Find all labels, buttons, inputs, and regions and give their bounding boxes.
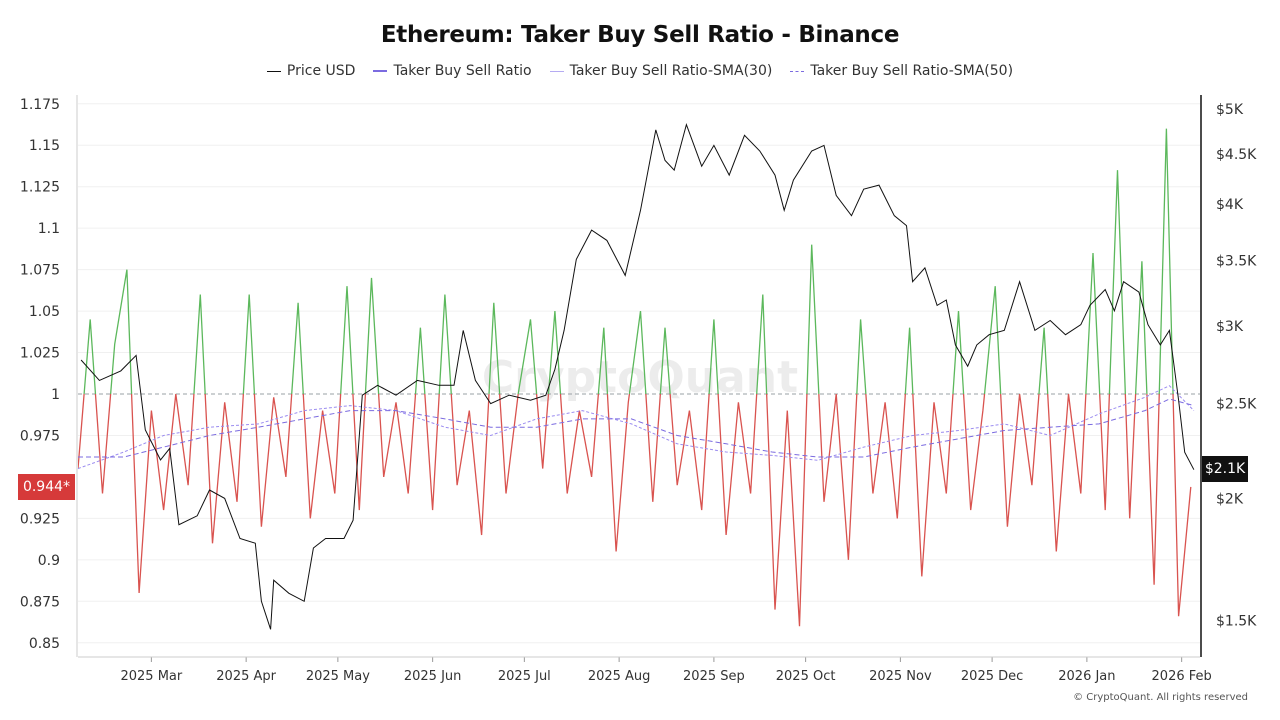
y-left-tick-label: 0.925	[20, 511, 60, 527]
chart-title: Ethereum: Taker Buy Sell Ratio - Binance	[380, 22, 900, 48]
x-tick-label: 2025 May	[306, 669, 370, 684]
y-right-tick-label: $4.5K	[1216, 147, 1257, 163]
y-left-tick-label: 1.025	[20, 346, 60, 362]
x-tick-label: 2025 Nov	[869, 669, 932, 684]
legend-item-ratio[interactable]: Taker Buy Sell Ratio	[373, 63, 532, 79]
x-tick-label: 2025 Jun	[404, 669, 462, 684]
y-right-tick-label: $5K	[1216, 102, 1244, 118]
last-price-value-badge: $2.1K	[1202, 456, 1248, 482]
legend-label: Taker Buy Sell Ratio-SMA(50)	[810, 63, 1014, 79]
legend-swatch-sma50	[790, 70, 805, 72]
y-left-tick-label: 0.875	[20, 594, 60, 610]
x-tick-label: 2026 Feb	[1152, 669, 1212, 684]
y-left-tick-label: 1.125	[20, 180, 60, 196]
legend: Price USD Taker Buy Sell Ratio Taker Buy…	[0, 63, 1280, 79]
x-tick-label: 2025 Dec	[961, 669, 1023, 684]
sma30-line	[77, 385, 1195, 470]
last-ratio-value-badge: 0.944*	[18, 474, 75, 500]
y-right-tick-label: $2K	[1216, 491, 1244, 507]
x-tick-label: 2025 Sep	[683, 669, 745, 684]
ratio-line-below-1	[78, 394, 1192, 627]
legend-swatch-sma30	[549, 70, 564, 72]
y-left-tick-label: 1.05	[29, 304, 60, 320]
y-left-tick-label: 1.15	[29, 138, 60, 154]
y-right-tick-label: $1.5K	[1216, 614, 1257, 630]
legend-item-sma50[interactable]: Taker Buy Sell Ratio-SMA(50)	[790, 63, 1013, 79]
legend-item-sma30[interactable]: Taker Buy Sell Ratio-SMA(30)	[549, 63, 773, 79]
sma50-line	[78, 398, 1195, 458]
y-left-tick-label: 0.975	[20, 428, 60, 444]
y-left-tick-label: 0.9	[38, 553, 60, 569]
y-right-tick-label: $3K	[1216, 319, 1244, 335]
price-line	[80, 122, 1195, 630]
x-tick-label: 2026 Jan	[1058, 669, 1115, 684]
x-tick-label: 2025 Aug	[588, 669, 651, 684]
ratio-line-above-1	[83, 128, 1174, 394]
x-tick-label: 2025 Jul	[498, 669, 551, 684]
y-left-tick-label: 0.85	[29, 636, 60, 652]
x-tick-label: 2025 Apr	[216, 669, 276, 684]
legend-label: Price USD	[286, 63, 356, 79]
x-tick-label: 2025 Mar	[120, 669, 182, 684]
y-left-tick-label: 1.075	[20, 263, 60, 279]
legend-swatch-ratio	[373, 70, 388, 72]
x-tick-label: 2025 Oct	[776, 669, 836, 684]
legend-label: Taker Buy Sell Ratio-SMA(30)	[569, 63, 773, 79]
legend-swatch-price	[266, 70, 281, 72]
y-left-tick-label: 1	[51, 387, 60, 403]
copyright-footer: © CryptoQuant. All rights reserved	[1073, 692, 1248, 703]
y-right-tick-label: $3.5K	[1216, 254, 1257, 270]
y-right-tick-label: $4K	[1216, 197, 1244, 213]
y-left-tick-label: 1.1	[38, 221, 60, 237]
y-right-tick-label: $2.5K	[1216, 397, 1257, 413]
watermark-logo: CryptoQuant	[482, 352, 798, 403]
legend-item-price[interactable]: Price USD	[266, 63, 356, 79]
y-left-tick-label: 1.175	[20, 97, 60, 113]
legend-label: Taker Buy Sell Ratio	[393, 63, 532, 79]
